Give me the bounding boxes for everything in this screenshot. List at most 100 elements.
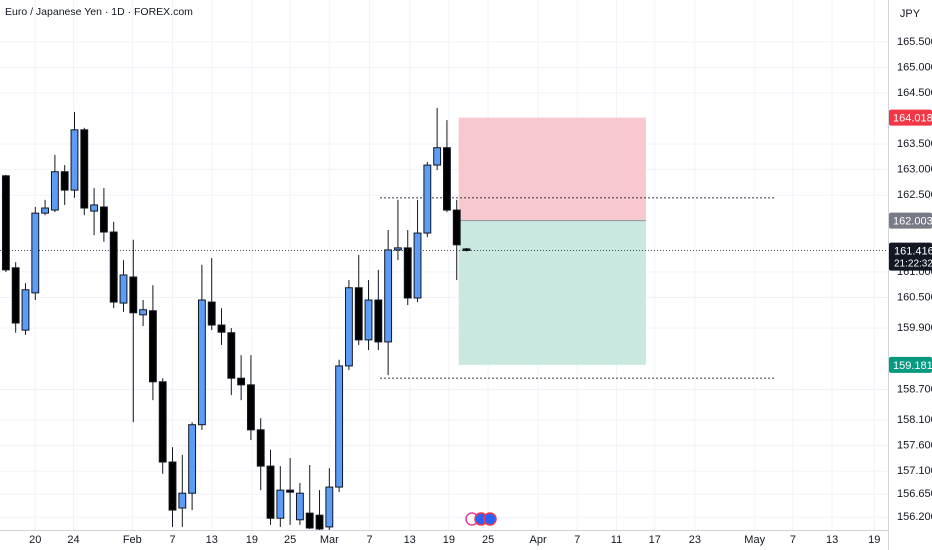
last-price-badge (889, 242, 932, 271)
candle-body (31, 212, 40, 294)
x-tick-label: 25 (284, 534, 296, 546)
x-tick-label: 13 (404, 534, 416, 546)
stop-badge-label: 164.018 (893, 113, 932, 125)
last-price-label: 161.416 (894, 246, 932, 258)
x-tick-label: Feb (123, 534, 142, 546)
candle-body (237, 377, 246, 386)
candle-body (119, 274, 128, 304)
candle-body (109, 231, 118, 303)
candle-body (207, 301, 216, 326)
y-tick-label: 163.500 (897, 138, 932, 150)
y-tick-label: 157.100 (897, 465, 932, 477)
countdown-label: 21:22:32 (894, 258, 932, 269)
grid (0, 0, 888, 530)
candle-body (384, 249, 393, 343)
candle-body (129, 276, 138, 314)
axes: 165.500 165.000 164.500 163.500 163.000 162.5… (29, 36, 932, 546)
chart-title: Euro / Japanese Yen · 1D · FOREX.com (5, 6, 193, 18)
candle-body (188, 424, 197, 494)
candle-body (286, 489, 295, 493)
x-tick-label: May (744, 534, 765, 546)
candle-body (403, 247, 412, 299)
plot (0, 107, 888, 530)
candle-body (178, 492, 187, 509)
x-tick-label: Mar (320, 534, 339, 546)
y-tick-label: 158.100 (897, 414, 932, 426)
candle-body (374, 299, 383, 343)
x-tick-label: 20 (29, 534, 41, 546)
x-tick-label: 24 (67, 534, 79, 546)
x-tick-label: 25 (482, 534, 494, 546)
entry-badge (889, 212, 932, 229)
candle-body (315, 514, 324, 530)
y-tick-label: 157.600 (897, 440, 932, 452)
event-icons[interactable] (465, 512, 497, 526)
target-zone (458, 220, 646, 365)
y-tick-label: 165.500 (897, 36, 932, 48)
candle-body (148, 310, 157, 383)
event-icon[interactable] (483, 512, 497, 526)
candle-body (394, 247, 402, 251)
y-tick-label: 164.500 (897, 87, 932, 99)
candle-body (227, 332, 236, 379)
candle-body (21, 289, 30, 331)
candle-body (364, 299, 373, 341)
currency-label[interactable]: JPY (900, 8, 921, 20)
candle-body (452, 209, 461, 246)
candle-body (423, 164, 432, 234)
candle-body (276, 489, 285, 519)
x-tick-label: 23 (689, 534, 701, 546)
candle-body (344, 287, 353, 367)
candle-body (443, 147, 451, 211)
y-tick-label: 158.700 (897, 383, 932, 395)
candle-body (90, 204, 99, 212)
candle-body (266, 465, 275, 519)
x-tick-label: 7 (574, 534, 580, 546)
y-tick-label: 162.500 (897, 189, 932, 201)
x-tick-label: 11 (611, 534, 622, 546)
candle-body (295, 492, 304, 521)
candle-body (11, 267, 20, 324)
stop-badge (889, 109, 932, 126)
x-tick-label: 7 (169, 534, 175, 546)
candle-body (433, 147, 442, 166)
candle-body (256, 429, 265, 467)
y-tick-label: 160.500 (897, 291, 932, 303)
target-badge-label: 159.181 (893, 360, 932, 372)
candle-body (60, 171, 69, 191)
candle-body (462, 248, 471, 251)
candle-body (41, 207, 50, 214)
x-tick-label: 19 (443, 534, 455, 546)
x-tick-label: 13 (826, 534, 838, 546)
candle-body (197, 299, 206, 426)
x-tick-label: 13 (206, 534, 218, 546)
stop-zone (458, 117, 646, 221)
entry-badge-label: 162.003 (893, 216, 932, 228)
x-tick-label: 7 (790, 534, 796, 546)
y-tick-label: 165.000 (897, 61, 932, 73)
y-tick-label: 156.650 (897, 488, 932, 500)
x-tick-label: 17 (649, 534, 661, 546)
candle-body (139, 309, 148, 316)
candle-body (354, 287, 363, 341)
candle-body (80, 129, 89, 209)
candle-body (168, 461, 177, 511)
candle-body (217, 324, 226, 333)
x-tick-label: 7 (366, 534, 372, 546)
x-tick-label: 19 (246, 534, 258, 546)
candle-body (50, 171, 59, 211)
x-tick-label: 19 (868, 534, 880, 546)
candle-body (335, 365, 344, 488)
x-tick-label: Apr (530, 534, 547, 546)
candle-body (70, 129, 79, 191)
candle-body (413, 232, 422, 299)
candle-body (99, 206, 108, 233)
candle-body (305, 512, 314, 529)
candle-body (158, 381, 167, 463)
target-badge (889, 356, 932, 373)
y-tick-label: 163.000 (897, 164, 932, 176)
y-tick-label: 156.200 (897, 511, 932, 523)
candle-body (1, 175, 10, 271)
